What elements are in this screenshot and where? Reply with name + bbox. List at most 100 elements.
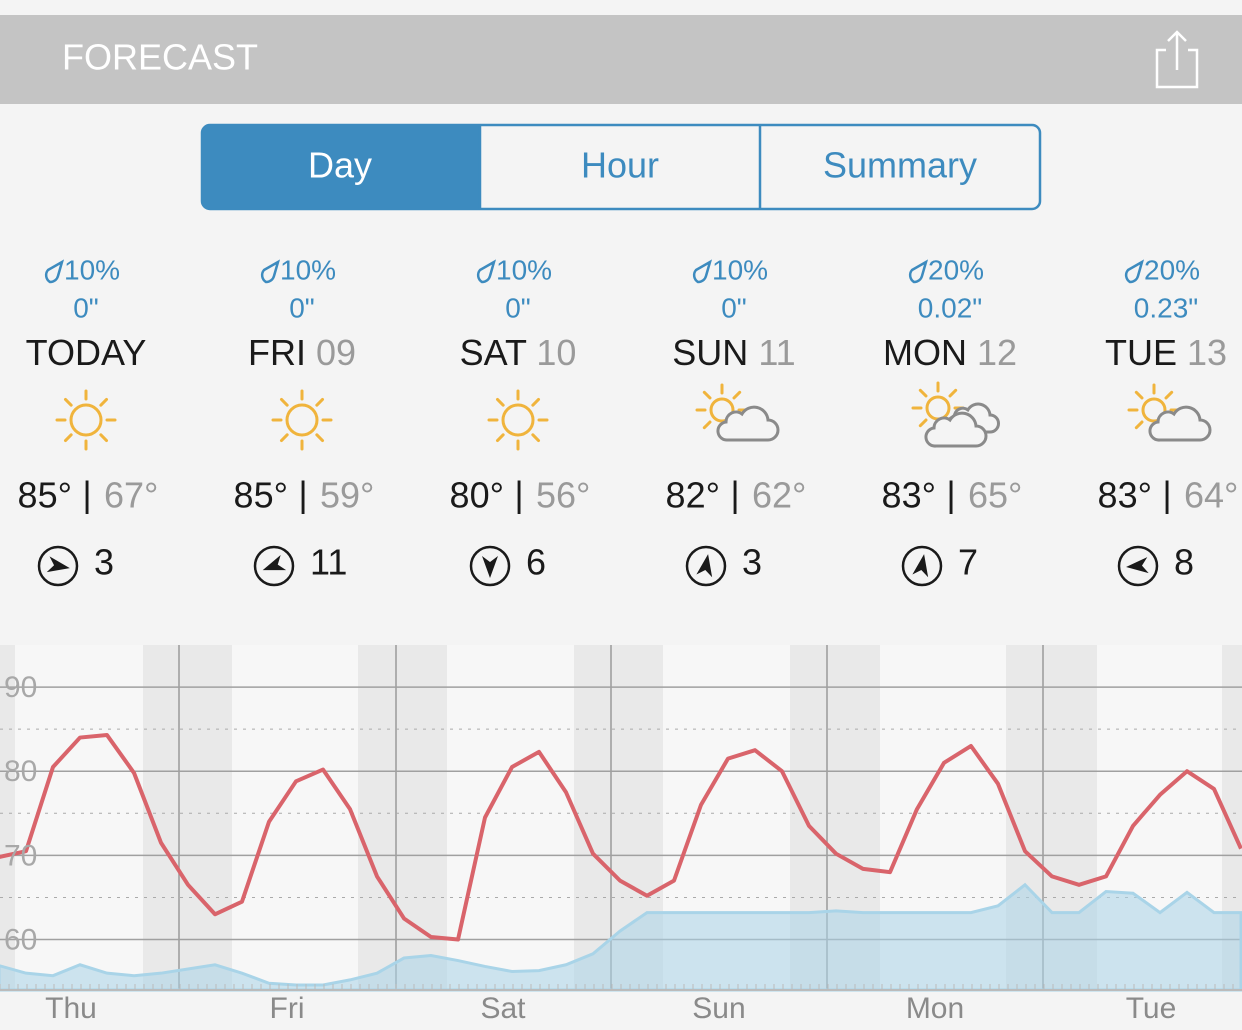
- day-label: TODAY: [26, 332, 147, 373]
- day-name: MON: [883, 332, 967, 373]
- wind-ring: [1117, 545, 1159, 587]
- raindrop-icon: [476, 259, 497, 284]
- share-button[interactable]: [1155, 30, 1199, 89]
- high-temp: 85°: [234, 475, 288, 516]
- day-date: 10: [536, 332, 576, 373]
- x-tick-label: Fri: [270, 992, 305, 1025]
- raindrop-icon: [1124, 259, 1145, 284]
- sun-core: [501, 403, 535, 437]
- night-band: [358, 645, 447, 990]
- wind-arrow: [482, 556, 498, 578]
- high-temp: 83°: [882, 475, 936, 516]
- sun-ray: [99, 397, 109, 407]
- precip-chance: 10%: [712, 254, 768, 285]
- header-bar: [0, 15, 1242, 104]
- sun-ray: [918, 418, 928, 428]
- sun-ray: [918, 388, 928, 398]
- raindrop-icon: [44, 259, 65, 284]
- day-column: 10% 0" TODAY 85° | 67° 3: [18, 254, 158, 587]
- day-date: 09: [316, 332, 356, 373]
- sun-ray: [99, 433, 109, 443]
- sun-ray: [315, 397, 325, 407]
- day-label: TUE 13: [1105, 332, 1227, 373]
- weather-icon: [55, 389, 117, 451]
- precip-chance: 20%: [928, 254, 984, 285]
- weather-icon: [911, 381, 1000, 448]
- sun-core: [285, 403, 319, 437]
- night-band: [0, 645, 15, 990]
- day-date: 13: [1187, 332, 1227, 373]
- y-tick-label: 60: [4, 923, 37, 956]
- wind-ring: [253, 545, 295, 587]
- day-column: 10% 0" FRI 09 85° | 59° 11: [234, 254, 374, 587]
- wind-ring: [37, 545, 79, 587]
- high-temp: 85°: [18, 475, 72, 516]
- sun-ray: [948, 388, 958, 398]
- header-title: FORECAST: [62, 37, 258, 78]
- wind-speed: 3: [94, 542, 114, 583]
- day-column: 10% 0" SAT 10 80° | 56° 6: [450, 254, 590, 587]
- wind-ring: [901, 545, 943, 587]
- day-name: SUN: [672, 332, 748, 373]
- tab-hour[interactable]: Hour: [581, 145, 659, 186]
- wind-arrow: [696, 554, 713, 578]
- wind-speed: 8: [1174, 542, 1194, 583]
- tab-day-bg[interactable]: [202, 125, 480, 209]
- wind-arrow: [1126, 557, 1149, 574]
- temp-separator: |: [946, 474, 955, 515]
- wind-ring: [685, 545, 727, 587]
- sun-ray: [63, 433, 73, 443]
- weather-icon: [695, 383, 780, 442]
- day-label: SAT 10: [460, 332, 577, 373]
- precip-amount: 0": [505, 292, 531, 323]
- day-column: 20% 0.23" TUE 13 83° | 64° 8: [1098, 254, 1238, 587]
- tab-day[interactable]: Day: [308, 145, 372, 186]
- day-column: 20% 0.02" MON 12 83° | 65° 7: [882, 254, 1022, 587]
- weather-icon: [487, 389, 549, 451]
- sun-core: [1141, 397, 1167, 423]
- cloud: [924, 411, 988, 448]
- temp-separator: |: [298, 474, 307, 515]
- high-temp: 83°: [1098, 475, 1152, 516]
- wind-ring: [469, 545, 511, 587]
- sun-ray: [63, 397, 73, 407]
- cloud: [716, 405, 780, 442]
- wind-arrow: [46, 556, 70, 573]
- precip-chance: 10%: [280, 254, 336, 285]
- wind-speed: 6: [526, 542, 546, 583]
- x-tick-label: Sun: [692, 992, 745, 1025]
- sun-ray: [531, 433, 541, 443]
- wind-arrow: [912, 554, 929, 578]
- high-temp: 80°: [450, 475, 504, 516]
- precip-chance: 10%: [496, 254, 552, 285]
- tab-summary[interactable]: Summary: [823, 145, 977, 186]
- low-temp: 56°: [536, 475, 590, 516]
- y-tick-label: 70: [4, 839, 37, 872]
- sun-ray: [495, 397, 505, 407]
- y-tick-label: 80: [4, 755, 37, 788]
- sun-ray: [1164, 390, 1174, 400]
- raindrop-icon: [908, 259, 929, 284]
- day-column: 10% 0" SUN 11 82° | 62° 3: [666, 254, 806, 587]
- sun-ray: [1134, 420, 1144, 430]
- sun-ray: [1134, 390, 1144, 400]
- day-name: TUE: [1105, 332, 1177, 373]
- day-name: FRI: [248, 332, 306, 373]
- sun-core: [69, 403, 103, 437]
- precip-amount: 0": [73, 292, 99, 323]
- day-label: SUN 11: [672, 332, 795, 373]
- low-temp: 67°: [104, 475, 158, 516]
- precip-chance: 10%: [64, 254, 120, 285]
- x-tick-label: Mon: [906, 992, 964, 1025]
- temp-separator: |: [514, 474, 523, 515]
- sun-core: [709, 397, 735, 423]
- line: [0, 733, 1242, 942]
- day-label: FRI 09: [248, 332, 356, 373]
- temp-separator: |: [82, 474, 91, 515]
- raindrop-icon: [692, 259, 713, 284]
- weather-icon: [271, 389, 333, 451]
- day-name: SAT: [460, 332, 527, 373]
- sun-ray: [279, 433, 289, 443]
